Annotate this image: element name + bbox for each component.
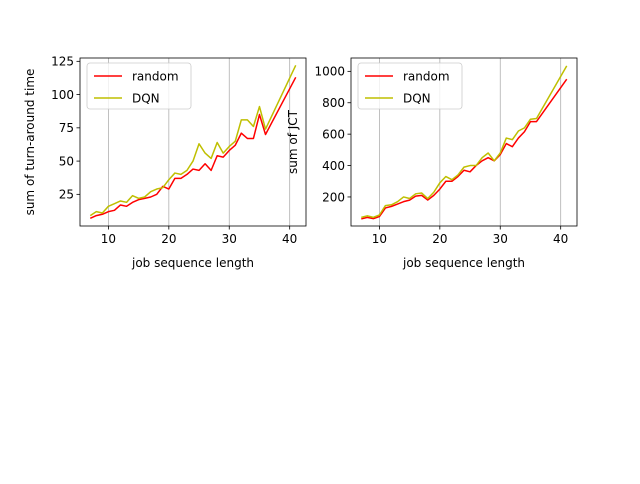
chart-panel-2: 10 20 30 40 200 400 600 800 1000 job sequence len… <box>286 57 578 270</box>
y-tick-label: 125 <box>51 55 74 69</box>
y-tick-label: 1000 <box>314 65 345 79</box>
series-line-random <box>361 78 568 220</box>
x-tick-label: 40 <box>553 232 568 246</box>
x-tick-label: 30 <box>222 232 237 246</box>
axes-frame <box>79 57 307 227</box>
y-tick-label: 25 <box>59 188 74 202</box>
y-tick-label: 100 <box>51 88 74 102</box>
legend-label-random: random <box>403 69 450 83</box>
y-tick-label: 400 <box>322 159 345 173</box>
series-line-random <box>89 76 297 219</box>
legend: random DQN <box>357 62 463 110</box>
x-tick-label: 10 <box>101 232 116 246</box>
series-line-dqn <box>89 64 297 217</box>
axes-frame <box>350 57 578 227</box>
y-tick-label: 50 <box>59 154 74 168</box>
y-axis-label: sum of turn-around time <box>23 69 37 216</box>
y-tick-label: 75 <box>59 121 74 135</box>
legend: random DQN <box>86 62 192 110</box>
x-tick-label: 40 <box>282 232 297 246</box>
x-tick-label: 20 <box>432 232 447 246</box>
legend-label-dqn: DQN <box>132 91 160 105</box>
x-tick-label: 10 <box>372 232 387 246</box>
y-tick-label: 200 <box>322 190 345 204</box>
y-tick-label: 600 <box>322 127 345 141</box>
y-tick-label: 800 <box>322 96 345 110</box>
legend-label-random: random <box>132 69 179 83</box>
x-axis-label: job sequence length <box>402 256 525 270</box>
x-axis-label: job sequence length <box>131 256 254 270</box>
y-axis-label: sum of JCT <box>286 109 300 174</box>
legend-label-dqn: DQN <box>403 91 431 105</box>
chart-panel-1: 10 20 30 40 25 50 75 100 125 job sequence length s… <box>23 55 307 270</box>
x-tick-label: 30 <box>493 232 508 246</box>
x-tick-label: 20 <box>161 232 176 246</box>
series-line-dqn <box>361 65 568 219</box>
